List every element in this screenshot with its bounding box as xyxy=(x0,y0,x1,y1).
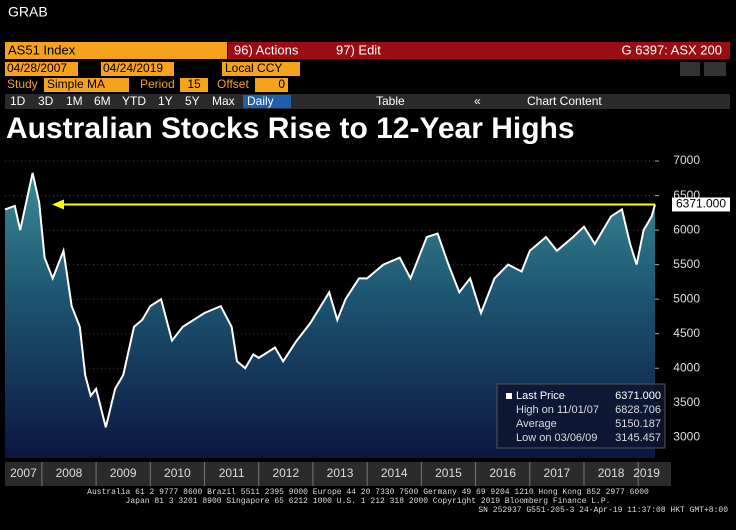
x-tick-label: 2019 xyxy=(633,466,660,480)
stat-value: 5150.187 xyxy=(615,418,661,430)
legend-box xyxy=(496,383,666,449)
last-value-box xyxy=(672,197,730,212)
x-tick-label: 2016 xyxy=(489,466,516,480)
ticker: AS51 Index xyxy=(8,42,76,57)
chart-title: Australian Stocks Rise to 12-Year Highs xyxy=(6,112,575,145)
x-tick-label: 2007 xyxy=(10,466,37,480)
study-field[interactable] xyxy=(44,78,129,92)
currency: Local CCY xyxy=(225,61,282,75)
range-button[interactable]: 1M xyxy=(66,94,83,108)
x-tick-label: 2009 xyxy=(110,466,137,480)
offset-label: Offset xyxy=(217,77,249,91)
last-value-label: 6371.000 xyxy=(676,197,726,211)
x-tick-label: 2010 xyxy=(164,466,191,480)
y-tick-label: 4000 xyxy=(673,360,700,374)
y-tick-label: 6000 xyxy=(673,222,700,236)
period: 15 xyxy=(187,77,201,91)
y-tick-label: 3000 xyxy=(673,429,700,443)
frequency: Daily xyxy=(247,94,274,108)
footer-line: Australia 61 2 9777 8600 Brazil 5511 239… xyxy=(87,488,649,497)
y-tick-label: 5000 xyxy=(673,291,700,305)
stat-label: Low on 03/06/09 xyxy=(516,432,597,444)
stat-value: 3145.457 xyxy=(615,432,661,444)
range-button[interactable]: 1D xyxy=(10,94,26,108)
stat-label: High on 11/01/07 xyxy=(516,404,599,416)
period-label: Period xyxy=(140,77,175,91)
range-button[interactable]: 1Y xyxy=(158,94,173,108)
undo-button[interactable] xyxy=(680,62,700,76)
range-button[interactable]: 6M xyxy=(94,94,111,108)
arrow-head xyxy=(52,199,64,210)
price-line xyxy=(4,172,656,428)
y-tick-label: 3500 xyxy=(673,395,700,409)
stat-value: 6828.706 xyxy=(615,404,661,416)
offset-field[interactable] xyxy=(255,78,288,92)
x-tick-label: 2008 xyxy=(56,466,83,480)
x-tick-label: 2017 xyxy=(544,466,571,480)
range-button[interactable]: 3D xyxy=(38,94,54,108)
chart-content-button[interactable]: Chart Content xyxy=(527,94,602,108)
menu-bar xyxy=(228,42,730,59)
legend-value: 6371.000 xyxy=(615,390,661,402)
x-tick-label: 2012 xyxy=(272,466,299,480)
y-tick-label: 5500 xyxy=(673,257,700,271)
x-tick-label: 2014 xyxy=(381,466,408,480)
frequency-field[interactable] xyxy=(243,95,291,108)
y-tick-label: 4500 xyxy=(673,326,700,340)
actions-menu[interactable]: 96) Actions xyxy=(234,42,299,57)
x-tick-label: 2018 xyxy=(598,466,625,480)
x-tick-label: 2013 xyxy=(327,466,354,480)
range-button[interactable]: 5Y xyxy=(185,94,200,108)
legend-label: Last Price xyxy=(516,390,565,402)
range-bar xyxy=(5,94,730,109)
range-button[interactable]: Max xyxy=(212,94,235,108)
end-date: 04/24/2019 xyxy=(103,61,163,75)
redo-button[interactable] xyxy=(704,62,726,76)
area xyxy=(5,172,655,458)
ticker-field[interactable] xyxy=(5,42,227,59)
security-name: G 6397: ASX 200 xyxy=(622,42,722,57)
offset: 0 xyxy=(278,77,285,91)
start-date-field[interactable] xyxy=(5,62,78,76)
period-field[interactable] xyxy=(180,78,208,92)
footer-line: SN 252937 G551-205-3 24-Apr-19 11:37:08 … xyxy=(478,506,728,515)
y-tick-label: 7000 xyxy=(673,153,700,167)
currency-field[interactable] xyxy=(222,62,300,76)
start-date: 04/28/2007 xyxy=(7,61,67,75)
study: Simple MA xyxy=(47,77,105,91)
range-button[interactable]: YTD xyxy=(122,94,146,108)
x-tick-label: 2011 xyxy=(219,466,245,480)
collapse-icon[interactable]: « xyxy=(474,94,481,108)
stat-label: Average xyxy=(516,418,557,430)
table-button[interactable]: Table xyxy=(376,94,405,108)
study-label: Study xyxy=(7,77,38,91)
x-axis-band xyxy=(5,462,671,486)
edit-menu[interactable]: 97) Edit xyxy=(336,42,381,57)
end-date-field[interactable] xyxy=(101,62,174,76)
x-tick-label: 2015 xyxy=(435,466,462,480)
footer-line: Japan 81 3 3201 8900 Singapore 65 6212 1… xyxy=(126,497,611,506)
window-title: GRAB xyxy=(8,4,48,20)
legend-swatch xyxy=(506,393,512,399)
